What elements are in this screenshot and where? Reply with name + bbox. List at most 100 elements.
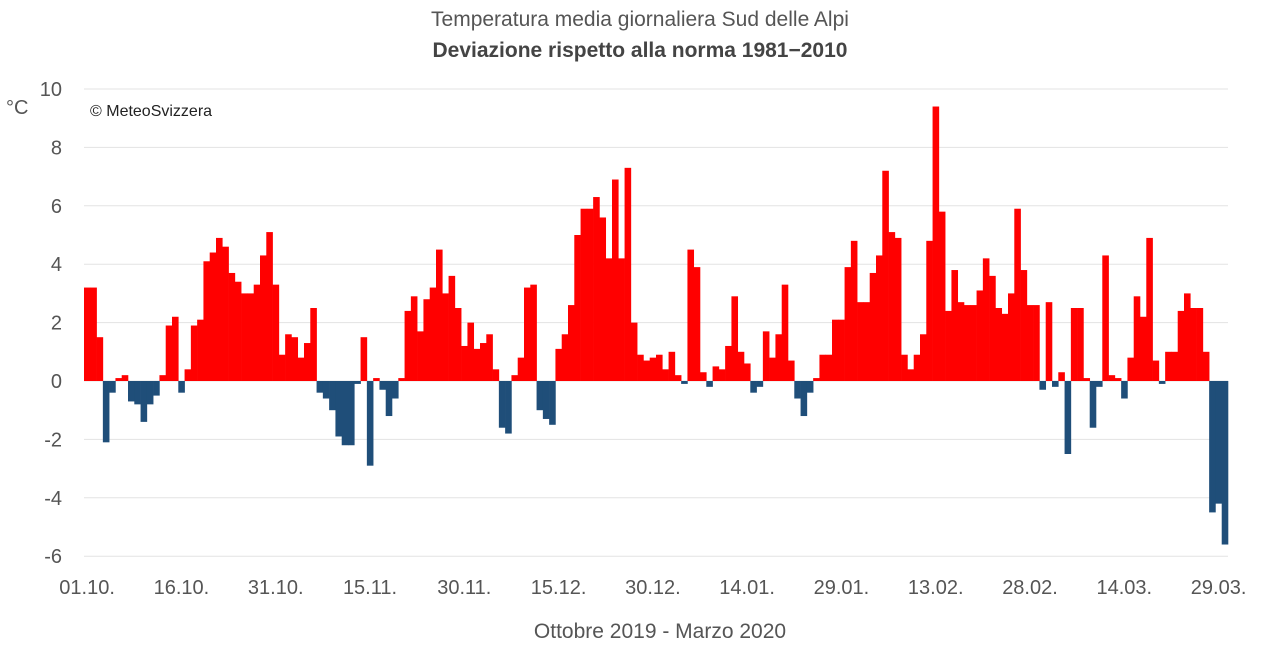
x-tick-label: 14.01. [719,577,775,599]
bar [901,354,908,381]
bar [700,372,707,381]
bar [964,305,971,381]
bar [373,378,380,381]
bar [109,381,116,393]
bar [637,354,644,381]
bar [1102,255,1109,381]
bar [945,310,952,381]
bar [1026,305,1034,381]
bar [165,325,173,381]
bar [505,381,512,434]
chart-title: Temperatura media giornaliera Sud delle … [431,8,849,31]
bar [970,305,977,381]
bar [1070,308,1078,381]
bar [102,381,110,443]
bar [1052,381,1059,387]
bar [687,249,695,381]
y-tick-label: 8 [51,137,62,159]
x-tick-label: 30.12. [625,577,681,599]
bar [285,334,292,381]
bar [580,208,588,381]
bar [140,381,148,422]
bar [586,208,594,381]
bar [410,296,418,381]
bars [84,106,1229,545]
bar [1127,357,1135,381]
x-tick-labels: 01.10. 16.10. 31.10. 15.11. 30.11. 15.12. 30.1… [59,577,1246,599]
bar [794,381,801,399]
bar [844,267,852,381]
bar [322,381,330,399]
chart-subtitle: Deviazione rispetto alla norma 1981−2010 [432,39,848,62]
bar [605,258,613,381]
x-tick-label: 28.02. [1002,577,1058,599]
bar [624,167,632,381]
bar [951,270,959,381]
bar [882,170,889,381]
bar [731,296,739,381]
bar [1171,351,1179,381]
bar [756,381,764,387]
bar [184,369,192,381]
bar [1008,293,1015,381]
bar [863,302,871,381]
bar [926,240,933,381]
bar [718,369,726,381]
bar [1077,308,1084,381]
bar [272,284,280,381]
bar [995,308,1003,381]
bar [957,302,965,381]
bar [555,348,563,381]
y-tick-label: 4 [51,254,62,276]
bar [1158,381,1166,384]
bar [1089,381,1097,428]
bar [417,331,424,381]
bar [517,357,525,381]
bar [1020,270,1028,381]
bar [216,237,223,381]
bar [744,363,751,381]
bar [241,293,248,381]
bar [511,375,519,381]
bar [203,261,211,381]
bar [467,322,475,381]
bar [209,252,217,381]
bar [806,381,814,393]
bar [461,345,468,381]
bar [762,331,770,381]
bar [172,316,179,381]
y-tick-label: -2 [44,429,62,451]
bar [84,287,91,381]
bar [1045,302,1053,381]
bar [524,287,531,381]
bar [1184,293,1191,381]
bar [542,381,550,419]
bar [454,308,462,381]
bar [876,255,883,381]
bar [222,246,229,381]
bar [612,179,619,381]
bar [800,381,808,417]
bar [115,378,123,381]
bar [894,237,902,381]
bar [1121,381,1128,399]
x-tick-label: 31.10. [248,577,304,599]
bar [869,272,877,381]
bar [618,258,625,381]
y-tick-label: 10 [40,79,62,101]
bar [310,308,317,381]
bar [429,287,437,381]
bar [888,232,896,381]
bar [630,322,638,381]
bar [316,381,324,393]
bar [1001,313,1009,381]
bar [354,381,361,384]
bar [159,375,167,381]
bar [1058,372,1065,381]
bar [656,354,663,381]
bar [750,381,757,393]
bar [1014,208,1021,381]
bar [392,381,399,399]
x-tick-label: 16.10. [154,577,210,599]
x-tick-label: 29.01. [814,577,870,599]
